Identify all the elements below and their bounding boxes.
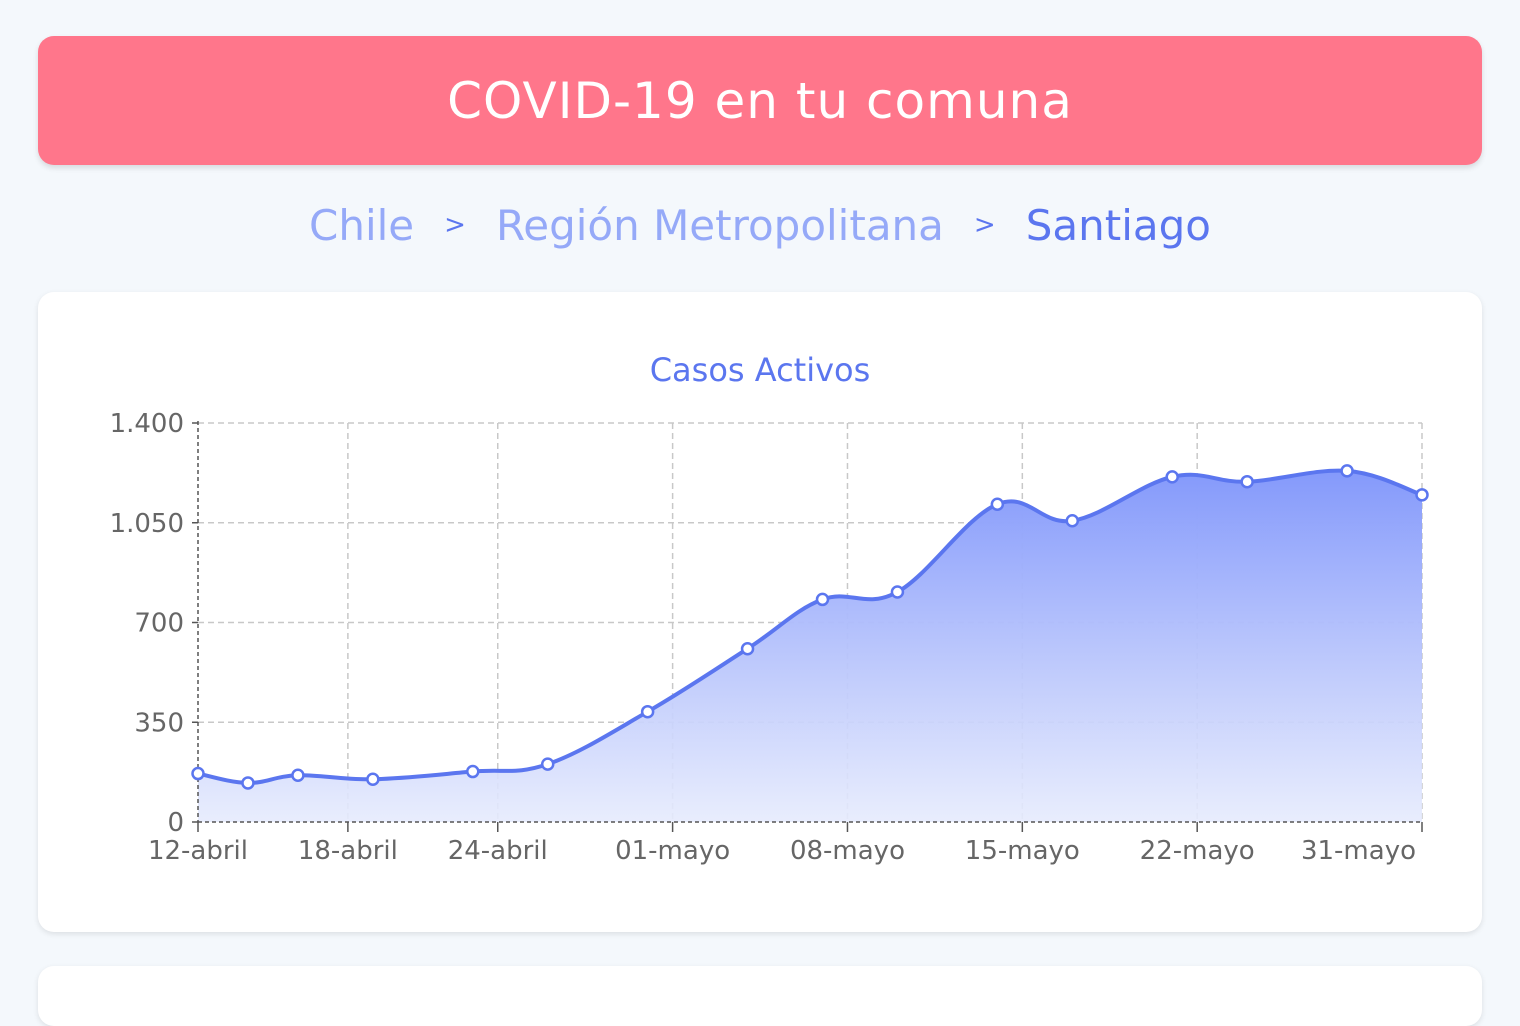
data-point-19-abril <box>366 772 380 786</box>
active-cases-chart: Casos Activos 0 350 700 1.050 1.400 12-abril 1… <box>110 351 1429 866</box>
breadcrumb-country-link[interactable]: Chile <box>309 200 415 250</box>
breadcrumb: Chile > Región Metropolitana > Santiago <box>0 190 1520 260</box>
data-point-14-mayo <box>990 497 1005 511</box>
x-tick-label: 08-mayo <box>790 836 905 866</box>
data-point-28-mayo <box>1340 464 1354 478</box>
data-point-26-abril <box>540 757 555 771</box>
y-tick-label: 1.400 <box>110 409 184 439</box>
page-header: COVID-19 en tu comuna <box>38 36 1482 165</box>
x-tick-label: 18-abril <box>298 836 398 866</box>
series-area-fill <box>198 470 1422 822</box>
y-tick-label: 0 <box>167 808 184 838</box>
y-tick-label: 700 <box>134 609 184 639</box>
data-point-10-mayo <box>890 585 905 599</box>
x-tick-label: 31-mayo <box>1301 836 1416 866</box>
x-tick-label: 01-mayo <box>615 836 730 866</box>
y-tick-label: 350 <box>134 708 184 738</box>
breadcrumb-current-commune: Santiago <box>1025 200 1211 250</box>
chart-card: Casos Activos 0 350 700 1.050 1.400 12-abril 1… <box>38 292 1482 932</box>
data-point-07-mayo <box>815 592 830 607</box>
data-point-12-abril <box>191 766 205 781</box>
data-point-16-abril <box>291 768 305 783</box>
chart-title: Casos Activos <box>650 351 871 389</box>
secondary-card <box>38 966 1482 1026</box>
x-tick-label: 15-mayo <box>965 836 1080 866</box>
data-point-14-abril <box>241 776 255 790</box>
data-point-21-mayo <box>1165 470 1179 484</box>
data-point-30-abril <box>640 704 655 719</box>
y-tick-label: 1.050 <box>110 509 184 539</box>
x-tick-label: 24-abril <box>448 836 548 866</box>
data-point-31-mayo <box>1415 488 1429 502</box>
data-point-04-mayo <box>740 641 755 656</box>
data-point-24-mayo <box>1240 474 1254 489</box>
data-point-17-mayo <box>1065 514 1080 528</box>
x-tick-label: 22-mayo <box>1140 836 1255 866</box>
page-title: COVID-19 en tu comuna <box>447 71 1073 130</box>
breadcrumb-region-link[interactable]: Región Metropolitana <box>495 200 944 250</box>
breadcrumb-separator: > <box>973 210 996 240</box>
breadcrumb-separator: > <box>444 210 466 240</box>
x-tick-label: 12-abril <box>148 836 248 866</box>
data-point-23-abril <box>466 764 480 779</box>
